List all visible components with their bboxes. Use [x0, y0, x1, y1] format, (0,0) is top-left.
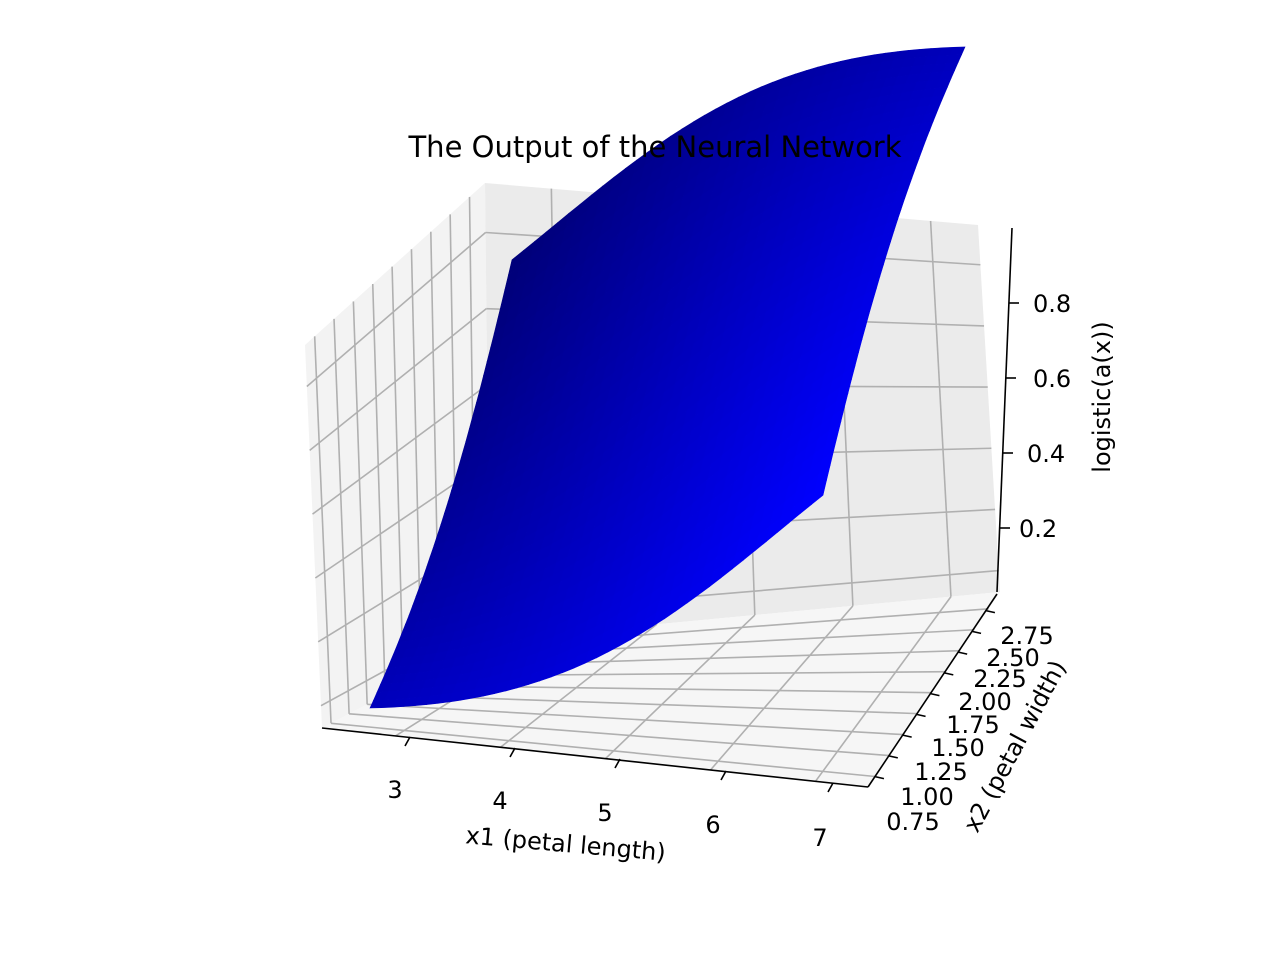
y-tick-mark: [957, 651, 968, 655]
x-tick-label: 5: [597, 799, 612, 827]
y-tick-label: 2.75: [1000, 622, 1053, 650]
x-tick-label: 4: [492, 787, 507, 815]
left-grid-line: [313, 336, 332, 724]
left-grid-line: [352, 301, 368, 705]
back-grid-line: [929, 220, 952, 597]
axes: [321, 227, 1019, 793]
y-tick-mark: [888, 755, 898, 759]
z-tick-label: 0.2: [1019, 515, 1057, 543]
y-tick-mark: [985, 609, 996, 614]
y-tick-label: 1.00: [900, 783, 953, 811]
chart-title: The Output of the Neural Network: [407, 130, 901, 164]
left-grid-line: [391, 266, 405, 686]
y-tick-label: 2.25: [973, 665, 1026, 693]
x-tick-mark: [509, 747, 516, 758]
x-axis-line: [321, 727, 869, 788]
left-grid-line: [309, 308, 487, 451]
y-tick-mark: [930, 692, 940, 697]
x-tick-label: 7: [812, 824, 827, 852]
y-tick-label: 2.00: [958, 688, 1011, 716]
z-tick-label: 0.4: [1027, 440, 1065, 468]
y-tick-label: 2.50: [986, 644, 1039, 672]
y-tick-label: 0.75: [886, 808, 939, 836]
y-axis-line: [867, 593, 998, 788]
z-tick-label: 0.6: [1033, 365, 1071, 393]
y-tick-label: 1.50: [931, 734, 984, 762]
y-tick-mark: [874, 775, 885, 780]
floor-grid-line: [349, 713, 890, 757]
left-grid-line: [306, 231, 487, 388]
left-grid-line: [312, 384, 488, 515]
floor-grid-line: [814, 596, 952, 782]
y-tick-label: 1.25: [914, 758, 967, 786]
floor-grid-line: [604, 614, 756, 760]
x-tick-mark: [404, 736, 411, 747]
surface-patch: [811, 479, 827, 506]
surface-plot: [369, 46, 966, 709]
z-axis-label: logistic(a(x)): [1088, 321, 1116, 472]
floor-grid-line: [330, 722, 876, 778]
y-tick-mark: [916, 713, 926, 718]
floor-grid-line: [709, 605, 854, 771]
x-tick-mark: [827, 782, 834, 793]
x-tick-mark: [614, 758, 621, 769]
left-grid-line: [333, 318, 350, 714]
z-tick-label: 0.8: [1033, 290, 1071, 318]
y-tick-mark: [971, 630, 982, 635]
y-tick-mark: [944, 672, 954, 676]
x-tick-label: 6: [705, 811, 720, 839]
z-axis-line: [996, 227, 1013, 593]
y-tick-label: 1.75: [946, 711, 999, 739]
y-tick-mark: [902, 734, 912, 738]
floor-grid-line: [367, 703, 904, 736]
x-tick-mark: [720, 770, 727, 781]
left-grid-line: [371, 284, 387, 695]
x-axis-label: x1 (petal length): [464, 821, 666, 866]
x-tick-label: 3: [387, 776, 402, 804]
